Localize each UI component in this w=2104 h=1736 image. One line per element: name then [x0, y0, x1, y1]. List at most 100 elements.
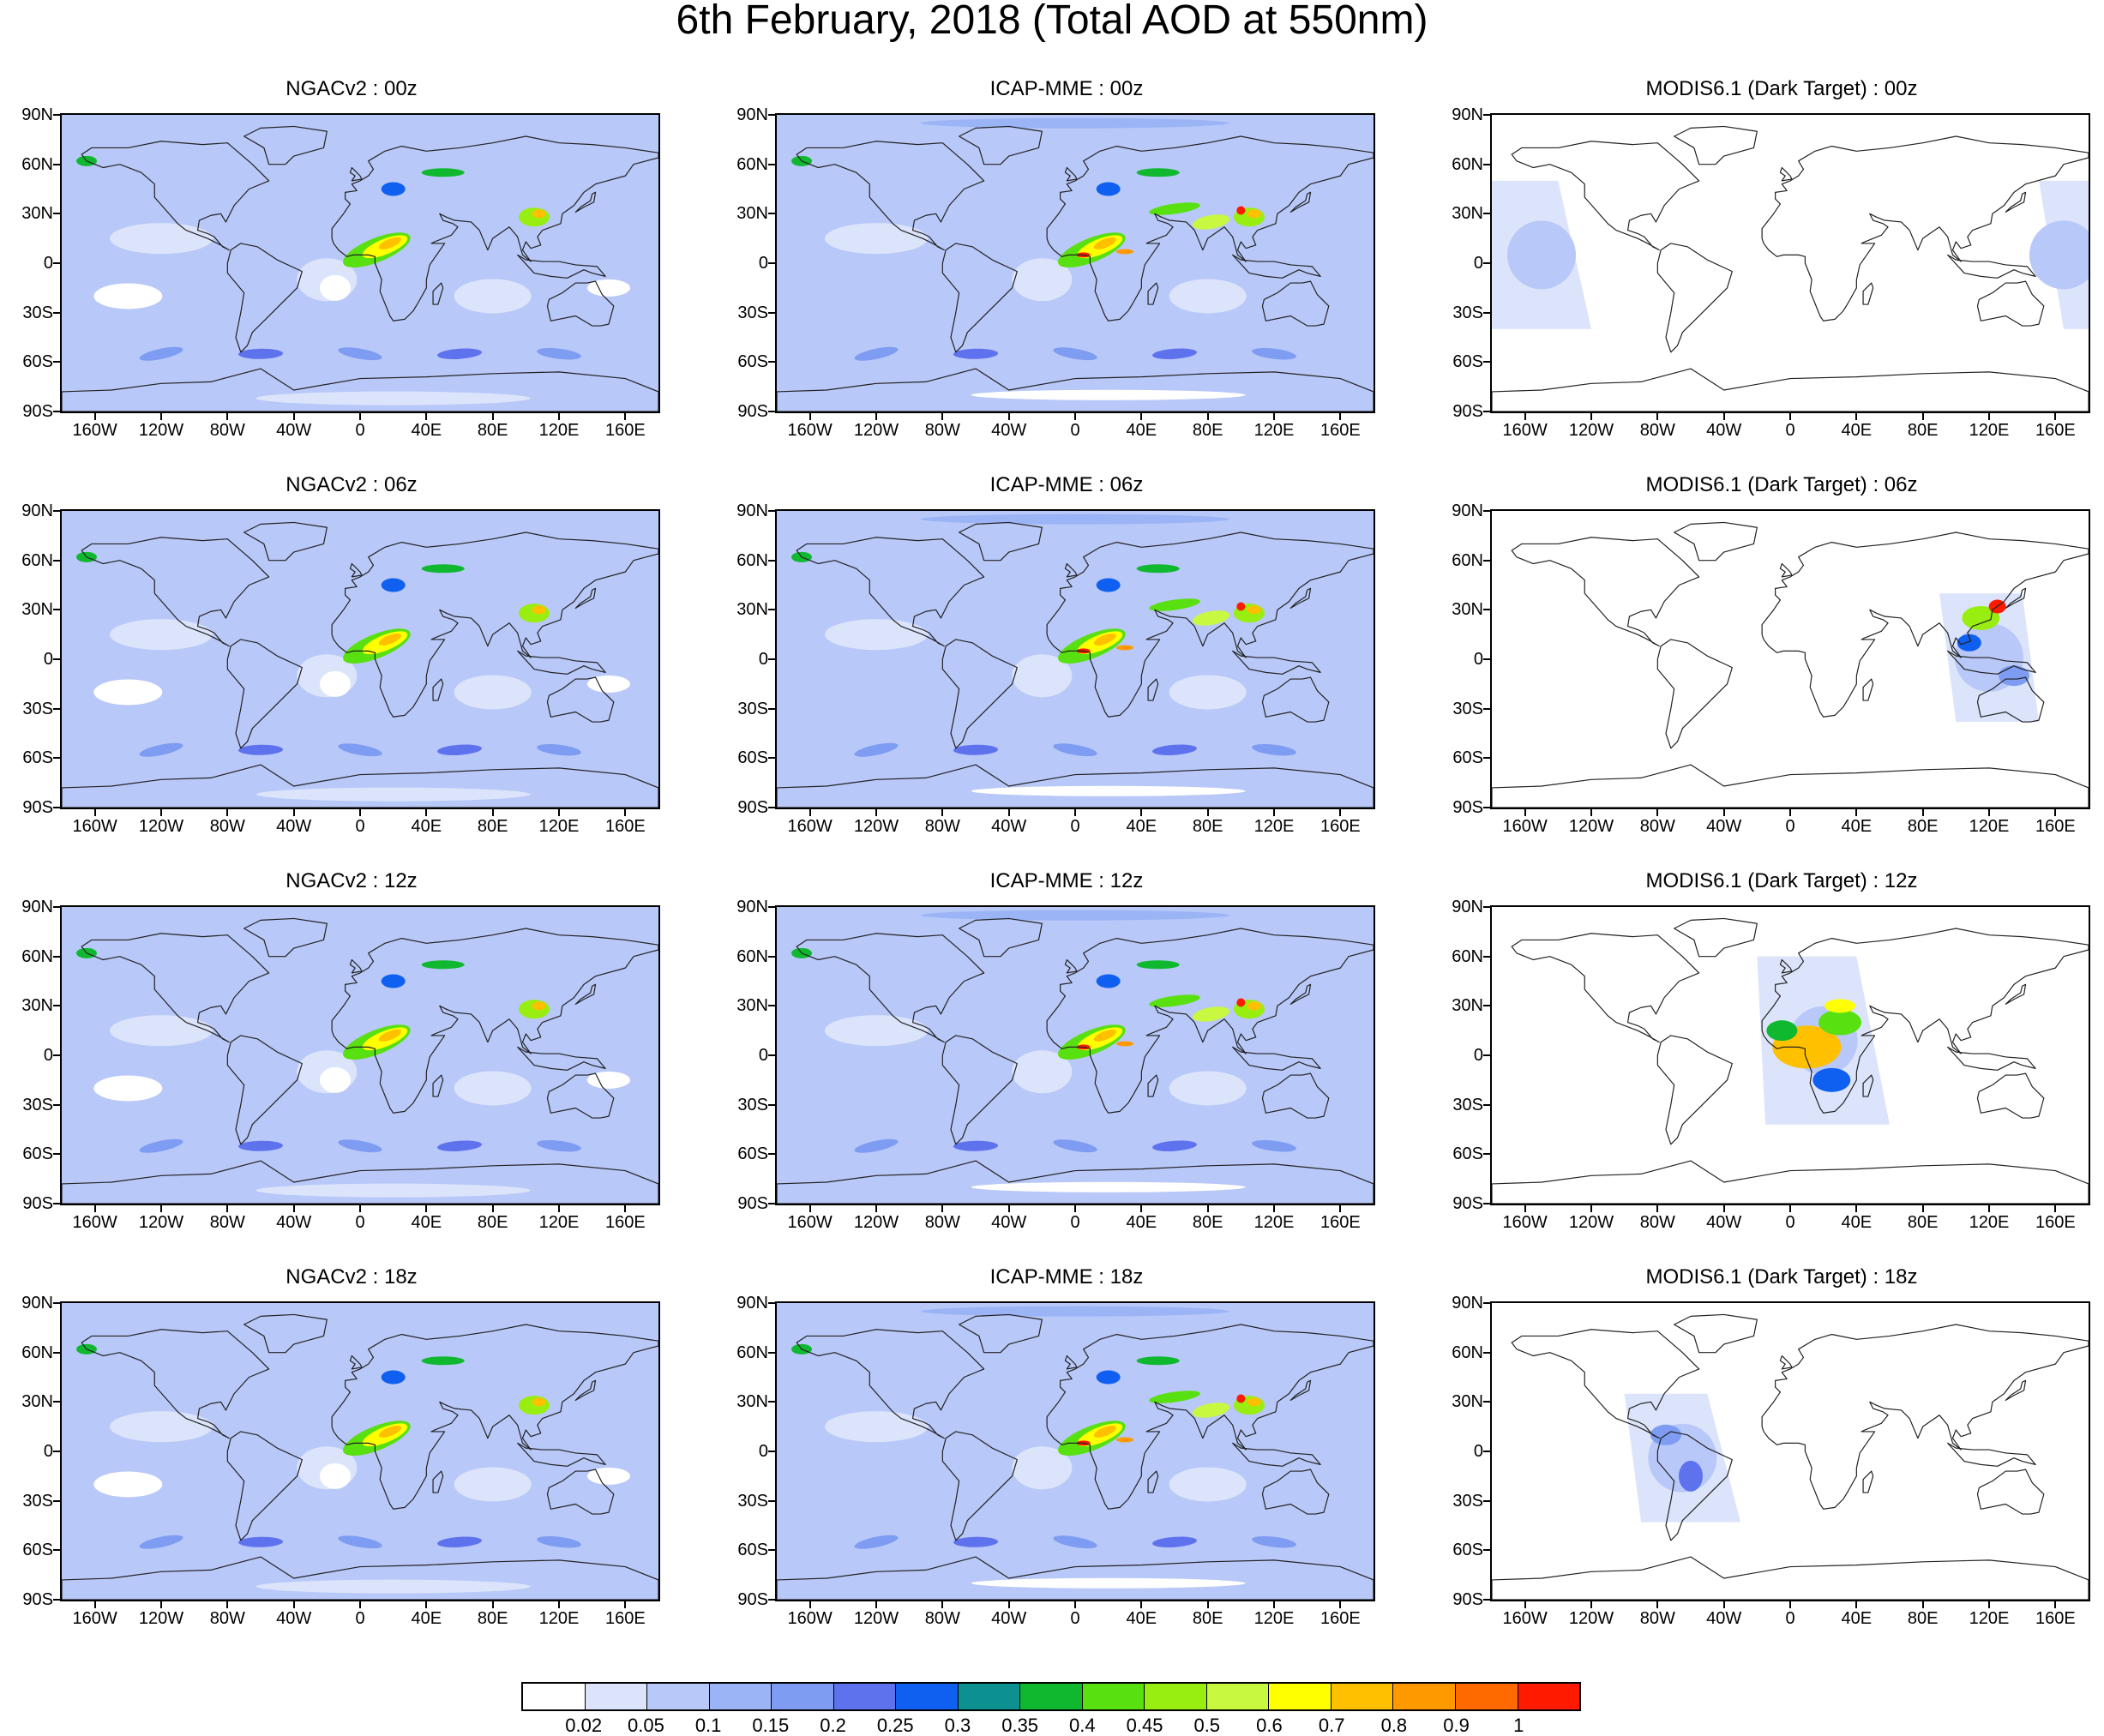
coastline-greenland: [243, 1313, 328, 1354]
colorbar-swatch: [1518, 1684, 1580, 1709]
lat-label: 30N: [21, 1392, 53, 1412]
map-panel-icap-0: ICAP-MME : 00z 90N 60N 30N 0 30S 60S 90S 160W 120…: [715, 79, 1384, 456]
lon-tick: [1524, 1205, 1526, 1212]
lon-tick: [1590, 1601, 1592, 1608]
lat-label: 90N: [21, 1294, 53, 1313]
siberian-band: [1136, 564, 1180, 574]
lon-label: 160E: [1320, 421, 1361, 440]
colorbar-tick-label: 0.9: [1443, 1715, 1470, 1736]
lon-label: 160W: [1502, 817, 1548, 836]
clean-air-region: [454, 1467, 532, 1502]
south-asia-pollution: [1192, 610, 1230, 626]
lon-tick: [1140, 1601, 1143, 1608]
lon-tick: [875, 1205, 877, 1212]
lat-label: 60N: [736, 1343, 768, 1362]
southern-ocean-band: [537, 1139, 581, 1152]
lat-tick: [53, 213, 60, 215]
coastline-indonesia: [517, 254, 606, 279]
coastline-australia: [546, 1469, 615, 1515]
coastline-south-america: [226, 639, 303, 749]
lon-label: 120W: [138, 817, 184, 836]
coastline-antarctica: [1492, 1556, 2089, 1600]
lon-tick: [491, 809, 494, 816]
lon-label: 120W: [1568, 1609, 1614, 1628]
lon-label: 80E: [477, 1609, 508, 1628]
coastline-uk: [349, 1355, 363, 1370]
coastline-australia: [1976, 1469, 2045, 1515]
lon-tick: [1007, 809, 1010, 816]
aod-field: [62, 115, 658, 411]
lon-tick: [809, 1601, 811, 1608]
southern-ocean-band: [1152, 1140, 1197, 1151]
lat-label: 30N: [1452, 1392, 1483, 1412]
modis-aod-patch: [2029, 220, 2089, 290]
lon-tick: [1789, 1205, 1791, 1212]
lon-tick: [1988, 1205, 1990, 1212]
lat-tick: [768, 1054, 775, 1056]
lat-tick: [53, 361, 60, 363]
lon-tick: [941, 1601, 944, 1608]
lat-tick: [768, 1302, 775, 1304]
southern-ocean-band: [854, 1535, 899, 1549]
lat-label: 30S: [737, 1491, 768, 1511]
aod-field: [1492, 521, 2089, 808]
southern-ocean-band: [854, 346, 899, 361]
coastline-australia: [1261, 280, 1330, 327]
east-asia-pollution-core: [1247, 1001, 1261, 1011]
lon-tick: [1722, 1601, 1725, 1608]
lat-tick: [1483, 1549, 1490, 1552]
southern-ocean-band: [437, 744, 482, 755]
lon-label: 80W: [924, 421, 960, 440]
lon-label: 80W: [1639, 1213, 1675, 1232]
modis-aod-patch: [1957, 634, 1981, 652]
lat-tick: [1483, 609, 1490, 611]
lon-label: 40W: [276, 1213, 312, 1232]
lon-tick: [2054, 1601, 2057, 1608]
lat-tick: [768, 1599, 775, 1601]
lat-tick: [53, 707, 60, 710]
coastline-uk: [349, 166, 363, 182]
coastline-australia: [546, 280, 615, 327]
clean-air-region: [1169, 675, 1247, 710]
lat-label: 0: [758, 650, 768, 669]
lon-label: 80E: [1192, 1213, 1223, 1232]
lon-tick: [1789, 413, 1791, 420]
lat-label: 60S: [1452, 748, 1483, 768]
lat-tick: [53, 1153, 60, 1156]
lat-tick: [1483, 1005, 1490, 1007]
southern-ocean-band: [1053, 1535, 1097, 1549]
lat-label: 0: [1473, 1046, 1483, 1065]
lat-tick: [768, 609, 775, 611]
europe-aerosol: [1096, 182, 1121, 196]
lon-tick: [2054, 413, 2057, 420]
lon-tick: [1339, 1601, 1342, 1608]
lon-label: 160E: [2035, 1609, 2076, 1628]
lon-label: 160E: [604, 1213, 646, 1232]
lon-tick: [491, 1205, 494, 1212]
lat-tick: [768, 163, 775, 165]
lon-tick: [226, 1601, 229, 1608]
lat-tick: [768, 311, 775, 314]
coastline-north-america: [81, 141, 270, 251]
lon-label: 40E: [1126, 1609, 1157, 1628]
lat-tick: [53, 1599, 60, 1601]
colorbar-tick-label: 0.5: [1193, 1715, 1221, 1736]
lat-tick: [768, 262, 775, 264]
east-asia-pollution: [519, 604, 550, 623]
lon-label: 40W: [991, 1609, 1027, 1628]
lon-tick: [226, 413, 229, 420]
lon-tick: [1273, 1205, 1275, 1212]
coastline-africa-eurasia: [1046, 135, 1374, 321]
lon-tick: [292, 1601, 295, 1608]
lat-label: 0: [43, 650, 53, 669]
coastline-uk: [349, 958, 363, 974]
lat-label: 60N: [736, 154, 768, 174]
lon-tick: [1140, 809, 1143, 816]
lon-tick: [809, 809, 811, 816]
coastline-south-america: [1656, 1431, 1733, 1541]
lon-tick: [1074, 1205, 1076, 1212]
southern-ocean-band: [1252, 743, 1296, 756]
coastline-africa-eurasia: [1761, 532, 2089, 718]
lon-tick: [1524, 1601, 1526, 1608]
southern-ocean-band: [139, 346, 183, 361]
